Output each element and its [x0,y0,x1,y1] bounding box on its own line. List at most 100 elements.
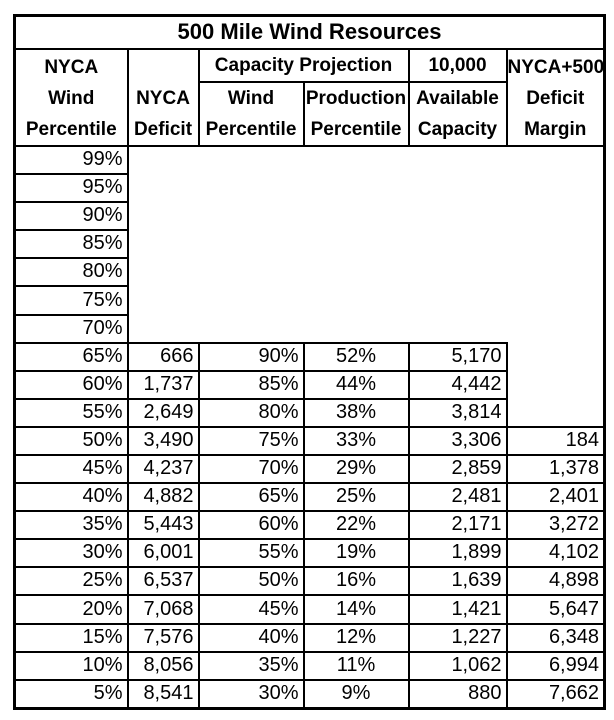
cell-available-capacity: 1,899 [407,538,508,569]
cell-nyca-deficit: 5,443 [126,510,200,541]
table-row: 50% 3,490 75% 33% 3,306 184 [13,425,606,456]
header-available-capacity: Available Capacity [407,80,508,147]
header-10000: 10,000 [407,47,508,83]
cell-production-percentile: 9% [302,678,410,710]
cell-nyca-deficit: 3,490 [126,425,200,456]
cell-deficit-margin: 5,647 [505,594,606,625]
cell-nyca-wind-percentile: 45% [13,453,129,485]
cell-production-percentile: 44% [302,369,410,400]
cell-wind-percentile: 30% [197,678,305,710]
cell-nyca-deficit: 1,737 [126,369,200,400]
cell-nyca-wind-percentile: 5% [13,678,129,710]
cell-nyca-deficit: 2,649 [126,397,200,428]
cell-production-percentile: 29% [302,453,410,485]
cell-available-capacity: 2,171 [407,510,508,541]
cell-deficit-margin: 6,994 [505,650,606,681]
cell-deficit-margin: 6,348 [505,622,606,653]
cell-wind-percentile: 55% [197,538,305,569]
cell-production-percentile: 38% [302,397,410,428]
cell-nyca-wind-percentile: 95% [13,173,129,204]
cell-nyca-deficit: 6,537 [126,566,200,597]
table-row: 30% 6,001 55% 19% 1,899 4,102 [13,538,606,569]
cell-available-capacity: 880 [407,678,508,710]
cell-production-percentile: 25% [302,482,410,513]
cell-production-percentile: 11% [302,650,410,681]
table-row: 85% [13,229,605,260]
table-row: 70% [13,313,605,344]
table-row: 45% 4,237 70% 29% 2,859 1,378 [13,453,606,485]
data-table: 500 Mile Wind Resources NYCA Wind Percen… [13,14,606,710]
cell-available-capacity: 2,859 [407,453,508,485]
cell-production-percentile: 33% [302,425,410,456]
cell-nyca-deficit: 8,056 [126,650,200,681]
table-row: 40% 4,882 65% 25% 2,481 2,401 [13,482,606,513]
header-production-percentile: Production Percentile [302,80,410,147]
table-row: 99% [13,144,605,176]
cell-nyca-wind-percentile: 55% [13,397,129,428]
cell-nyca-wind-percentile: 65% [13,341,129,372]
table-row: 95% [13,173,605,204]
cell-nyca-wind-percentile: 75% [13,285,129,316]
empty-region-upper [128,146,605,343]
cell-wind-percentile: 60% [197,510,305,541]
cell-available-capacity: 3,306 [407,425,508,456]
cell-production-percentile: 14% [302,594,410,625]
table-row: 35% 5,443 60% 22% 2,171 3,272 [13,510,606,541]
cell-available-capacity: 2,481 [407,482,508,513]
cell-nyca-wind-percentile: 35% [13,510,129,541]
cell-nyca-wind-percentile: 15% [13,622,129,653]
cell-available-capacity: 1,421 [407,594,508,625]
table-title: 500 Mile Wind Resources [13,14,606,50]
cell-nyca-wind-percentile: 50% [13,425,129,456]
cell-deficit-margin: 4,898 [505,566,606,597]
cell-nyca-deficit: 7,068 [126,594,200,625]
table-row: 5% 8,541 30% 9% 880 7,662 [13,678,606,710]
cell-wind-percentile: 75% [197,425,305,456]
cell-nyca-deficit: 4,882 [126,482,200,513]
cell-nyca-deficit: 7,576 [126,622,200,653]
cell-nyca-deficit: 6,001 [126,538,200,569]
empty-region-margin [507,343,605,427]
cell-deficit-margin: 4,102 [505,538,606,569]
cell-deficit-margin: 7,662 [505,678,606,710]
cell-nyca-deficit: 8,541 [126,678,200,710]
table-row: 20% 7,068 45% 14% 1,421 5,647 [13,594,606,625]
cell-production-percentile: 52% [302,341,410,372]
cell-deficit-margin: 3,272 [505,510,606,541]
cell-wind-percentile: 80% [197,397,305,428]
cell-deficit-margin: 1,378 [505,453,606,485]
table-row: 60% 1,737 85% 44% 4,442 [13,369,605,400]
header-wind-percentile: Wind Percentile [197,80,305,147]
cell-nyca-wind-percentile: 60% [13,369,129,400]
cell-nyca-deficit: 666 [126,341,200,372]
table-row: NYCA Wind Percentile NYCA Deficit Capaci… [13,47,606,147]
cell-nyca-wind-percentile: 99% [13,144,129,176]
cell-wind-percentile: 45% [197,594,305,625]
cell-wind-percentile: 90% [197,341,305,372]
table-row: 10% 8,056 35% 11% 1,062 6,994 [13,650,606,681]
cell-nyca-deficit: 4,237 [126,453,200,485]
cell-production-percentile: 12% [302,622,410,653]
table-row: 55% 2,649 80% 38% 3,814 [13,397,605,428]
table-row: 500 Mile Wind Resources [13,14,606,50]
cell-production-percentile: 16% [302,566,410,597]
table-row: 25% 6,537 50% 16% 1,639 4,898 [13,566,606,597]
cell-available-capacity: 3,814 [407,397,508,428]
cell-nyca-wind-percentile: 20% [13,594,129,625]
cell-wind-percentile: 50% [197,566,305,597]
cell-deficit-margin: 184 [505,425,606,456]
cell-available-capacity: 5,170 [407,341,508,372]
cell-nyca-wind-percentile: 80% [13,257,129,288]
header-nyca-wind-percentile: NYCA Wind Percentile [13,47,129,147]
table-row: 15% 7,576 40% 12% 1,227 6,348 [13,622,606,653]
cell-wind-percentile: 70% [197,453,305,485]
cell-nyca-wind-percentile: 70% [13,313,129,344]
cell-nyca-wind-percentile: 40% [13,482,129,513]
cell-nyca-wind-percentile: 25% [13,566,129,597]
table-row: Wind Percentile Production Percentile Av… [15,80,605,147]
header-nyca-deficit: NYCA Deficit [126,47,200,147]
cell-nyca-wind-percentile: 90% [13,201,129,232]
cell-wind-percentile: 85% [197,369,305,400]
cell-wind-percentile: 40% [197,622,305,653]
cell-nyca-wind-percentile: 10% [13,650,129,681]
